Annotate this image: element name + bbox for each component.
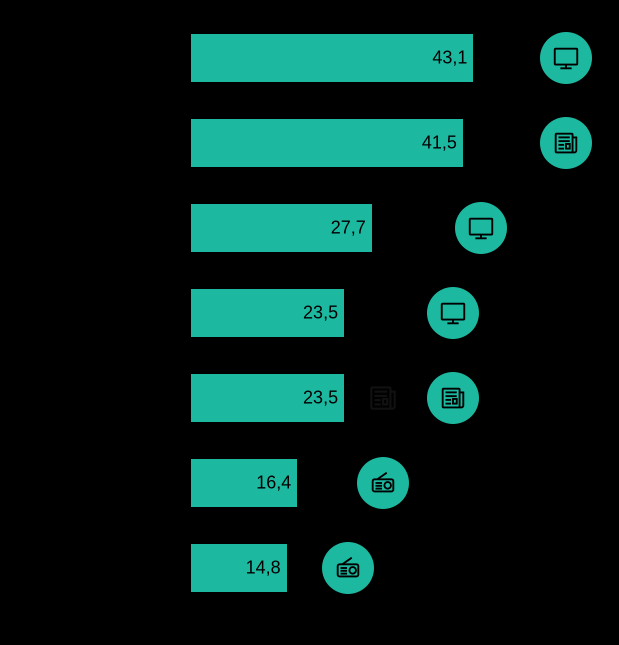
bar-value: 16,4 (243, 473, 291, 494)
radio-icon (357, 457, 409, 509)
x-axis-stub (188, 610, 218, 612)
media-reach-bar-chart: Rai 3 - TGR 43,1 41,5 27,7 23,5 23,5 16,4 14,8 (0, 0, 619, 645)
connector-line (345, 312, 431, 314)
bar-value: 14,8 (233, 558, 281, 579)
connector-line (464, 142, 544, 144)
news-icon (427, 372, 479, 424)
connector-line (474, 57, 544, 59)
news-icon (366, 381, 400, 415)
bar-value: 27,7 (318, 218, 366, 239)
chart-row: 27,7 (0, 203, 619, 253)
chart-row: 23,5 (0, 288, 619, 338)
news-icon (540, 117, 592, 169)
bar-value: 43,1 (419, 48, 467, 69)
bar-value: 41,5 (409, 133, 457, 154)
chart-row: Rai 3 - TGR 43,1 (0, 33, 619, 83)
radio-icon (322, 542, 374, 594)
tv-icon (455, 202, 507, 254)
tv-icon (540, 32, 592, 84)
chart-row: 14,8 (0, 543, 619, 593)
chart-row: 23,5 (0, 373, 619, 423)
chart-row: 41,5 (0, 118, 619, 168)
connector-line (298, 482, 361, 484)
bar-value: 23,5 (290, 388, 338, 409)
chart-row: 16,4 (0, 458, 619, 508)
row-label: Rai 3 - TGR (0, 50, 175, 67)
bar-value: 23,5 (290, 303, 338, 324)
connector-line (373, 227, 459, 229)
tv-icon (427, 287, 479, 339)
